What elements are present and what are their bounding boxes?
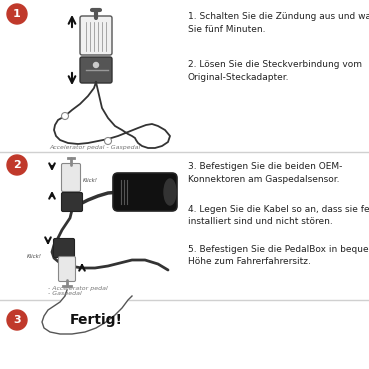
Text: - Accelerator pedal: - Accelerator pedal: [48, 286, 108, 291]
FancyBboxPatch shape: [80, 16, 112, 55]
Text: Klick!: Klick!: [83, 177, 98, 183]
Circle shape: [7, 155, 27, 175]
Ellipse shape: [164, 179, 176, 205]
Circle shape: [104, 138, 111, 145]
Text: Accelerator pedal - Gaspedal: Accelerator pedal - Gaspedal: [49, 145, 141, 150]
Text: Fertig!: Fertig!: [70, 313, 123, 327]
Circle shape: [7, 310, 27, 330]
FancyBboxPatch shape: [62, 163, 80, 192]
FancyBboxPatch shape: [113, 173, 177, 211]
Text: 1. Schalten Sie die Zündung aus und warten
Sie fünf Minuten.: 1. Schalten Sie die Zündung aus und wart…: [188, 12, 369, 34]
Text: 2: 2: [13, 160, 21, 170]
Text: Klick!: Klick!: [27, 255, 42, 259]
Text: 3. Befestigen Sie die beiden OEM-
Konnektoren am Gaspedalsensor.: 3. Befestigen Sie die beiden OEM- Konnek…: [188, 162, 342, 183]
Circle shape: [7, 4, 27, 24]
Text: - Gaspedal: - Gaspedal: [48, 291, 82, 296]
Text: 1: 1: [13, 9, 21, 19]
Polygon shape: [42, 290, 132, 334]
Polygon shape: [54, 82, 170, 148]
Circle shape: [62, 113, 69, 120]
Text: 4. Legen Sie die Kabel so an, dass sie fest
installiert sind und nicht stören.: 4. Legen Sie die Kabel so an, dass sie f…: [188, 205, 369, 227]
Text: 5. Befestigen Sie die PedalBox in bequemer
Höhe zum Fahrerfahrersitz.: 5. Befestigen Sie die PedalBox in bequem…: [188, 245, 369, 266]
Text: 2. Lösen Sie die Steckverbindung vom
Original-Steckadapter.: 2. Lösen Sie die Steckverbindung vom Ori…: [188, 60, 362, 82]
Text: 3: 3: [13, 315, 21, 325]
FancyBboxPatch shape: [62, 193, 83, 211]
Circle shape: [93, 62, 99, 68]
FancyBboxPatch shape: [59, 256, 76, 282]
FancyBboxPatch shape: [54, 238, 75, 258]
FancyBboxPatch shape: [80, 57, 112, 83]
